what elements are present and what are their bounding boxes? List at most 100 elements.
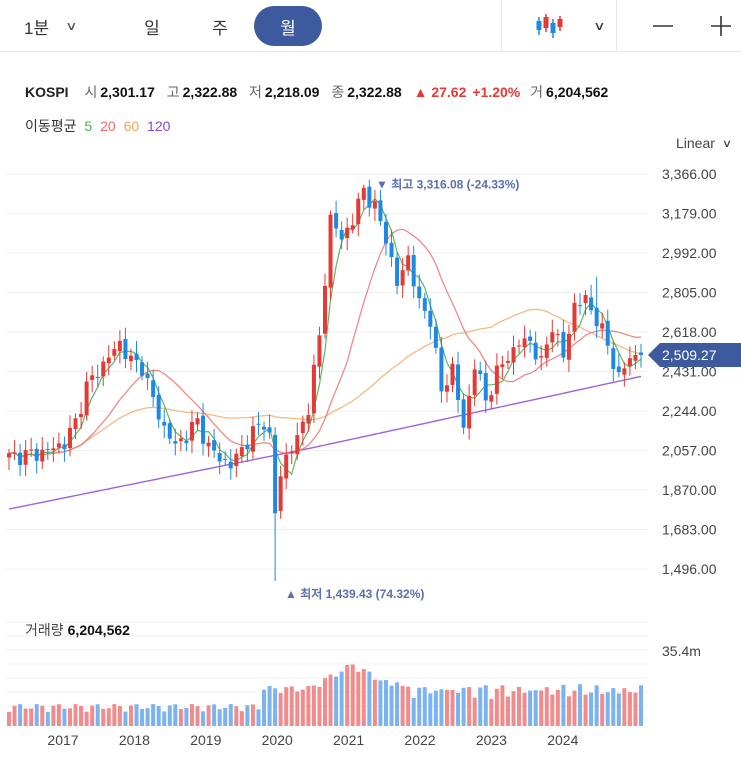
candle-body bbox=[267, 427, 272, 433]
volume-bar bbox=[7, 712, 11, 726]
candle-body bbox=[517, 345, 522, 347]
candle-body bbox=[600, 323, 605, 329]
candle-body bbox=[7, 453, 11, 458]
volume-bar bbox=[622, 688, 627, 726]
tab-day[interactable]: 일 bbox=[144, 18, 160, 38]
interval-label: 1분 bbox=[24, 18, 50, 38]
volume-panel-title: 거래량 bbox=[25, 622, 64, 638]
volume-bar bbox=[223, 707, 228, 726]
volume-bar bbox=[589, 692, 594, 726]
tab-month[interactable]: 월 bbox=[254, 6, 322, 46]
candle-body bbox=[40, 449, 45, 462]
volume-bar bbox=[123, 711, 128, 726]
candle-body bbox=[555, 334, 560, 336]
volume-bar bbox=[84, 711, 89, 726]
candle-body bbox=[173, 441, 178, 444]
price-tick-label: 1,870.00 bbox=[662, 482, 717, 498]
volume-bar bbox=[79, 705, 84, 726]
volume-bar bbox=[67, 708, 72, 726]
zoom-in-button[interactable] bbox=[703, 0, 739, 52]
volume-bar bbox=[528, 690, 533, 726]
volume-bar bbox=[228, 704, 233, 726]
volume-bar bbox=[195, 706, 200, 726]
candle-body bbox=[201, 415, 206, 444]
moving-average-legend[interactable]: 이동평균 5 20 60 120 bbox=[25, 116, 174, 136]
candle-body bbox=[29, 449, 34, 451]
candle-body bbox=[605, 320, 610, 346]
interval-dropdown[interactable]: 1분 ∨ bbox=[24, 0, 112, 52]
volume-bar bbox=[378, 680, 383, 726]
volume-bar bbox=[383, 680, 388, 726]
volume-bar bbox=[467, 687, 472, 726]
candle-body bbox=[500, 364, 505, 367]
volume-bar bbox=[517, 686, 522, 726]
candle-body bbox=[505, 360, 510, 363]
volume-bar bbox=[295, 691, 300, 726]
volume-bar bbox=[356, 671, 361, 726]
volume-bar bbox=[489, 698, 494, 726]
close-value: 2,322.88 bbox=[347, 84, 402, 100]
candle-body bbox=[289, 452, 294, 454]
x-tick-label: 2023 bbox=[476, 732, 507, 748]
volume-bar bbox=[284, 687, 289, 726]
candle-body bbox=[167, 423, 172, 439]
close-label: 종 bbox=[331, 84, 345, 100]
volume-bar bbox=[40, 705, 45, 726]
volume-panel-label: 거래량 6,204,562 bbox=[25, 620, 130, 640]
candle-body bbox=[334, 213, 339, 229]
volume-bar bbox=[101, 708, 106, 726]
volume-panel-value: 6,204,562 bbox=[67, 622, 130, 638]
volume-bar bbox=[600, 693, 605, 726]
candle-body bbox=[112, 349, 117, 356]
candle-body bbox=[444, 385, 449, 392]
candle-body bbox=[433, 326, 438, 348]
volume-bar bbox=[323, 678, 327, 726]
x-tick-label: 2021 bbox=[333, 732, 364, 748]
min-annotation: ▲ 최저 1,439.43 (74.32%) bbox=[285, 586, 424, 601]
candle-body bbox=[128, 355, 133, 362]
candle-body bbox=[578, 305, 583, 307]
price-tick-label: 3,366.00 bbox=[662, 166, 717, 182]
volume-bar bbox=[422, 687, 427, 726]
candle-body bbox=[467, 396, 472, 429]
chevron-down-icon: ∨ bbox=[721, 137, 733, 150]
candle-body bbox=[140, 362, 145, 376]
candle-body bbox=[51, 448, 56, 451]
volume-bar bbox=[12, 705, 17, 726]
candle-body bbox=[572, 302, 577, 332]
volume-bar bbox=[561, 684, 566, 726]
volume-bar bbox=[361, 669, 366, 726]
candle-body bbox=[223, 458, 228, 460]
volume-bar bbox=[106, 708, 111, 726]
candle-body bbox=[239, 447, 244, 457]
candlestick-icon bbox=[536, 14, 563, 38]
volume-bar bbox=[372, 679, 377, 726]
zoom-out-button[interactable] bbox=[645, 0, 681, 52]
candle-body bbox=[339, 230, 344, 240]
candle-body bbox=[34, 448, 39, 461]
price-tick-label: 2,805.00 bbox=[662, 285, 717, 301]
plus-icon bbox=[711, 16, 731, 36]
volume-bar bbox=[173, 704, 178, 726]
volume-bar bbox=[627, 692, 632, 726]
volume-bar bbox=[533, 690, 538, 726]
candle-body bbox=[311, 364, 316, 414]
volume-bar bbox=[90, 705, 95, 726]
x-tick-label: 2019 bbox=[190, 732, 221, 748]
tab-week[interactable]: 주 bbox=[212, 18, 228, 38]
candle-body bbox=[383, 221, 388, 244]
chart-type-dropdown[interactable]: ∨ bbox=[524, 0, 614, 52]
price-tick-label: 2,618.00 bbox=[662, 324, 717, 340]
candle-body bbox=[189, 421, 194, 441]
volume-bar bbox=[112, 704, 117, 726]
volume-bar bbox=[156, 706, 161, 726]
scale-dropdown[interactable]: Linear ∨ bbox=[676, 135, 733, 151]
candle-body bbox=[627, 358, 632, 366]
candle-body bbox=[389, 242, 394, 258]
candle-body bbox=[406, 255, 411, 271]
candle-body bbox=[284, 454, 289, 479]
candle-body bbox=[511, 347, 516, 363]
volume-bar bbox=[345, 665, 350, 726]
open-label: 시 bbox=[84, 84, 98, 100]
